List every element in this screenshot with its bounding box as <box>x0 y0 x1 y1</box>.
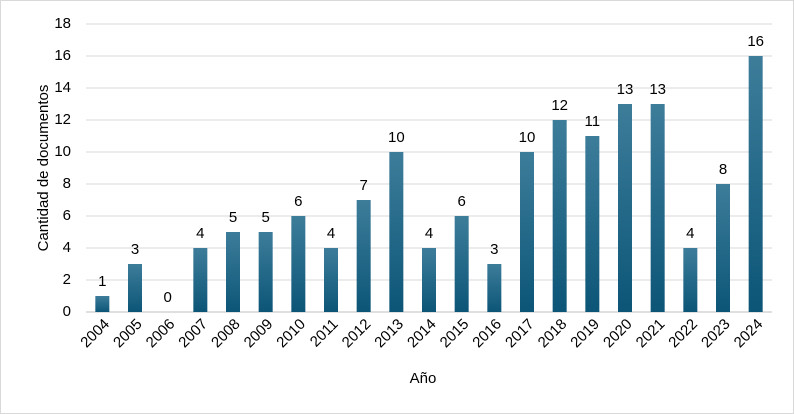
x-tick-label: 2011 <box>307 316 342 351</box>
x-tick-label: 2013 <box>371 316 407 352</box>
x-tick-label: 2024 <box>731 316 767 352</box>
x-tick-labels: 2004200520062007200820092010201120122013… <box>77 316 766 352</box>
bar-2015 <box>454 216 469 312</box>
data-label-2022: 4 <box>686 225 694 242</box>
y-tick-labels: 0 2 4 6 8 10 12 14 16 18 <box>54 15 71 320</box>
data-label-2006: 0 <box>163 289 171 306</box>
data-label-2011: 4 <box>327 225 335 242</box>
data-label-2013: 10 <box>388 129 405 146</box>
bar-2018 <box>552 120 567 312</box>
x-tick-label: 2015 <box>437 316 473 352</box>
x-tick-label: 2021 <box>633 316 669 352</box>
y-tick-label: 6 <box>63 207 71 224</box>
x-tick-label: 2004 <box>77 316 113 352</box>
bar-2021 <box>650 104 665 312</box>
bar-2007 <box>193 248 208 312</box>
x-tick-label: 2022 <box>665 316 701 352</box>
data-label-2010: 6 <box>294 193 302 210</box>
x-tick-label: 2008 <box>208 316 244 352</box>
data-label-2021: 13 <box>649 81 666 98</box>
bar-2009 <box>258 232 273 312</box>
y-tick-label: 4 <box>63 239 71 256</box>
data-label-2020: 13 <box>617 81 634 98</box>
bar-2013 <box>389 152 404 312</box>
x-tick-label: 2010 <box>273 316 309 352</box>
y-tick-label: 0 <box>63 303 71 320</box>
x-tick-label: 2014 <box>404 316 440 352</box>
x-tick-label: 2017 <box>502 316 538 352</box>
bar-2010 <box>291 216 306 312</box>
x-axis-label: Año <box>410 370 437 387</box>
x-tick-label: 2020 <box>600 316 636 352</box>
x-tick-label: 2012 <box>339 316 375 352</box>
y-tick-label: 8 <box>63 175 71 192</box>
bar-2022 <box>683 248 698 312</box>
y-axis-label: Cantidad de documentos <box>35 85 52 252</box>
y-tick-label: 14 <box>54 79 71 96</box>
bar-2024 <box>748 56 763 312</box>
data-label-2005: 3 <box>131 241 139 258</box>
bar-2011 <box>324 248 338 312</box>
y-tick-label: 10 <box>54 143 71 160</box>
data-label-2019: 11 <box>585 113 601 130</box>
x-tick-label: 2019 <box>567 316 603 352</box>
x-tick-label: 2006 <box>143 316 179 352</box>
x-tick-label: 2016 <box>469 316 505 352</box>
bar-2020 <box>618 104 632 312</box>
y-tick-label: 2 <box>63 271 71 288</box>
data-label-2018: 12 <box>551 97 568 114</box>
bar-2023 <box>716 184 730 312</box>
bar-2014 <box>422 248 436 312</box>
data-label-2007: 4 <box>196 225 204 242</box>
data-label-2015: 6 <box>457 193 465 210</box>
bar-2008 <box>226 232 240 312</box>
x-tick-label: 2007 <box>175 316 211 352</box>
x-tick-label: 2005 <box>110 316 146 352</box>
bar-2017 <box>520 152 534 312</box>
data-label-2014: 4 <box>425 225 433 242</box>
bar-2016 <box>487 264 502 312</box>
data-label-2016: 3 <box>490 241 498 258</box>
x-tick-label: 2023 <box>698 316 734 352</box>
y-tick-label: 18 <box>54 15 71 32</box>
data-label-2008: 5 <box>229 209 237 226</box>
y-tick-label: 12 <box>54 111 71 128</box>
bar-2019 <box>585 136 600 312</box>
data-label-2004: 1 <box>98 273 106 290</box>
bar-2012 <box>356 200 371 312</box>
data-label-2012: 7 <box>359 177 367 194</box>
x-tick-label: 2018 <box>535 316 571 352</box>
data-label-2024: 16 <box>747 33 764 50</box>
y-tick-label: 16 <box>54 47 71 64</box>
data-label-2017: 10 <box>519 129 536 146</box>
bar-2004 <box>95 296 110 312</box>
data-label-2009: 5 <box>261 209 269 226</box>
bar-2005 <box>128 264 142 312</box>
bars <box>95 56 763 312</box>
data-label-2023: 8 <box>719 161 727 178</box>
x-tick-label: 2009 <box>241 316 277 352</box>
